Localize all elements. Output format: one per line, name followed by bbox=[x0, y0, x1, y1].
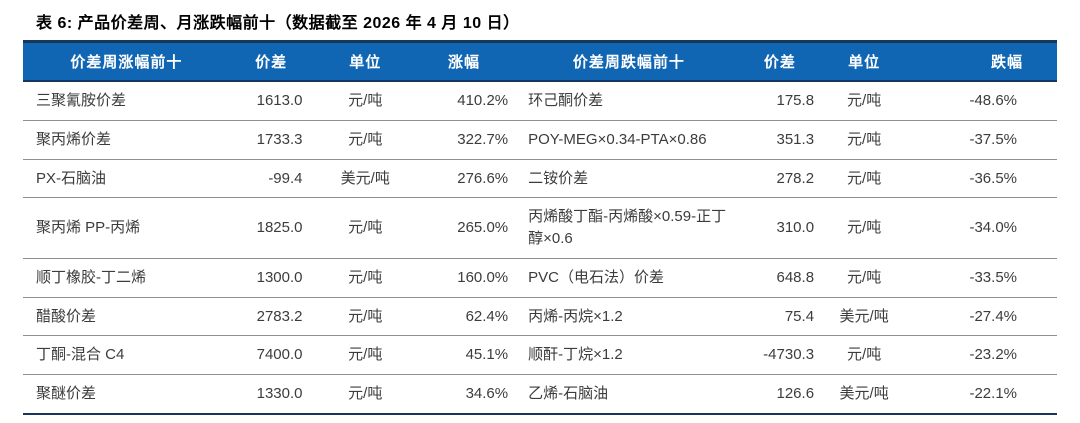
col-header-loss-unit: 单位 bbox=[816, 41, 913, 82]
col-header-loss-products: 价差周跌幅前十 bbox=[514, 41, 744, 82]
table-row: 聚丙烯价差 1733.3 元/吨 322.7% POY-MEG×0.34-PTA… bbox=[23, 120, 1057, 160]
spread-table-body: 三聚氰胺价差 1613.0 元/吨 410.2% 环己酮价差 175.8 元/吨… bbox=[23, 81, 1057, 414]
loss-unit: 元/吨 bbox=[816, 197, 913, 259]
gain-spread-value: -99.4 bbox=[229, 159, 313, 199]
gain-product-name: 聚丙烯 PP-丙烯 bbox=[23, 197, 230, 259]
loss-unit: 元/吨 bbox=[816, 159, 913, 199]
gain-change-value: 45.1% bbox=[417, 335, 515, 375]
gain-unit: 元/吨 bbox=[312, 120, 418, 160]
loss-spread-value: 175.8 bbox=[743, 81, 817, 121]
loss-product-name: 丙烯-丙烷×1.2 bbox=[514, 297, 744, 337]
gain-product-name: 聚丙烯价差 bbox=[23, 120, 230, 160]
loss-change-value: -48.6% bbox=[912, 81, 1057, 121]
gain-product-name: PX-石脑油 bbox=[23, 159, 230, 199]
loss-unit: 元/吨 bbox=[816, 258, 913, 298]
loss-change-value: -36.5% bbox=[912, 159, 1057, 199]
loss-unit: 元/吨 bbox=[816, 120, 913, 160]
loss-product-name: 丙烯酸丁酯-丙烯酸×0.59-正丁醇×0.6 bbox=[514, 197, 744, 259]
loss-spread-value: 648.8 bbox=[743, 258, 817, 298]
gain-change-value: 410.2% bbox=[417, 81, 515, 121]
table-row: 顺丁橡胶-丁二烯 1300.0 元/吨 160.0% PVC（电石法）价差 64… bbox=[23, 258, 1057, 298]
loss-product-name: 环己酮价差 bbox=[514, 81, 744, 121]
loss-product-name: 二铵价差 bbox=[514, 159, 744, 199]
loss-change-value: -37.5% bbox=[912, 120, 1057, 160]
table-row: 聚醚价差 1330.0 元/吨 34.6% 乙烯-石脑油 126.6 美元/吨 … bbox=[23, 375, 1057, 414]
gain-spread-value: 1733.3 bbox=[229, 120, 313, 160]
col-header-gain-spread: 价差 bbox=[229, 41, 313, 82]
gain-spread-value: 1825.0 bbox=[229, 197, 313, 259]
gain-change-value: 265.0% bbox=[417, 197, 515, 259]
loss-product-name: 乙烯-石脑油 bbox=[528, 385, 609, 402]
table-row: PX-石脑油 -99.4 美元/吨 276.6% 二铵价差 278.2 元/吨 … bbox=[23, 159, 1057, 199]
loss-change-value: -34.0% bbox=[912, 197, 1057, 259]
loss-spread-value: 75.4 bbox=[743, 297, 817, 337]
price-spread-table: 价差周涨幅前十 价差 单位 涨幅 价差周跌幅前十 价差 单位 跌幅 三聚氰胺价差… bbox=[23, 40, 1057, 415]
table-title: 表 6: 产品价差周、月涨跌幅前十（数据截至 2026 年 4 月 10 日） bbox=[36, 15, 520, 32]
gain-product-name: 顺丁橡胶-丁二烯 bbox=[23, 258, 230, 298]
gain-change-value: 62.4% bbox=[417, 297, 515, 337]
gain-unit: 元/吨 bbox=[312, 335, 418, 375]
loss-spread-value: 278.2 bbox=[743, 159, 817, 199]
table-row: 醋酸价差 2783.2 元/吨 62.4% 丙烯-丙烷×1.2 75.4 美元/… bbox=[23, 297, 1057, 337]
gain-product-name: 丁酮-混合 C4 bbox=[23, 335, 230, 375]
loss-unit: 元/吨 bbox=[816, 335, 913, 375]
table-row: 丁酮-混合 C4 7400.0 元/吨 45.1% 顺酐-丁烷×1.2 -473… bbox=[23, 335, 1057, 375]
gain-product-name: 醋酸价差 bbox=[23, 297, 230, 337]
loss-change-value: -27.4% bbox=[912, 297, 1057, 337]
loss-unit: 元/吨 bbox=[816, 81, 913, 121]
loss-unit: 美元/吨 bbox=[816, 297, 913, 337]
table-header: 价差周涨幅前十 价差 单位 涨幅 价差周跌幅前十 价差 单位 跌幅 bbox=[23, 41, 1057, 82]
col-header-loss-spread: 价差 bbox=[743, 41, 817, 82]
loss-product-name: 顺酐-丁烷×1.2 bbox=[514, 335, 744, 375]
loss-product-name: PVC（电石法）价差 bbox=[514, 258, 744, 298]
gain-unit: 元/吨 bbox=[312, 258, 418, 298]
table-row: 三聚氰胺价差 1613.0 元/吨 410.2% 环己酮价差 175.8 元/吨… bbox=[23, 81, 1057, 121]
gain-unit: 美元/吨 bbox=[312, 159, 418, 199]
gain-product-name: 三聚氰胺价差 bbox=[23, 81, 230, 121]
loss-spread-value: 310.0 bbox=[743, 197, 817, 259]
table-row: 聚丙烯 PP-丙烯 1825.0 元/吨 265.0% 丙烯酸丁酯-丙烯酸×0.… bbox=[23, 197, 1057, 259]
gain-change-value: 322.7% bbox=[417, 120, 515, 160]
gain-unit: 元/吨 bbox=[312, 197, 418, 259]
gain-change-value: 276.6% bbox=[417, 159, 515, 199]
gain-unit: 元/吨 bbox=[348, 385, 383, 402]
loss-change-value: -23.2% bbox=[912, 335, 1057, 375]
col-header-loss-change: 跌幅 bbox=[912, 41, 1057, 82]
loss-product-name: POY-MEG×0.34-PTA×0.86 bbox=[514, 120, 744, 160]
table-header-row: 价差周涨幅前十 价差 单位 涨幅 价差周跌幅前十 价差 单位 跌幅 bbox=[23, 41, 1057, 82]
gain-spread-value: 7400.0 bbox=[229, 335, 313, 375]
gain-spread-value: 2783.2 bbox=[229, 297, 313, 337]
loss-change-value: -22.1% bbox=[969, 385, 1017, 402]
col-header-gain-products: 价差周涨幅前十 bbox=[23, 41, 230, 82]
gain-spread-value: 1613.0 bbox=[229, 81, 313, 121]
gain-spread-value: 1300.0 bbox=[229, 258, 313, 298]
col-header-gain-change: 涨幅 bbox=[417, 41, 515, 82]
loss-unit: 美元/吨 bbox=[839, 385, 889, 402]
gain-spread-value: 1330.0 bbox=[256, 385, 303, 402]
loss-change-value: -33.5% bbox=[912, 258, 1057, 298]
loss-spread-value: 126.6 bbox=[776, 385, 815, 402]
report-page: 表 6: 产品价差周、月涨跌幅前十（数据截至 2026 年 4 月 10 日） … bbox=[0, 9, 1080, 415]
gain-product-name: 聚醚价差 bbox=[36, 385, 97, 402]
gain-unit: 元/吨 bbox=[312, 81, 418, 121]
col-header-gain-unit: 单位 bbox=[312, 41, 418, 82]
gain-change-value: 34.6% bbox=[465, 385, 509, 402]
loss-spread-value: -4730.3 bbox=[743, 335, 817, 375]
gain-change-value: 160.0% bbox=[417, 258, 515, 298]
loss-spread-value: 351.3 bbox=[743, 120, 817, 160]
gain-unit: 元/吨 bbox=[312, 297, 418, 337]
